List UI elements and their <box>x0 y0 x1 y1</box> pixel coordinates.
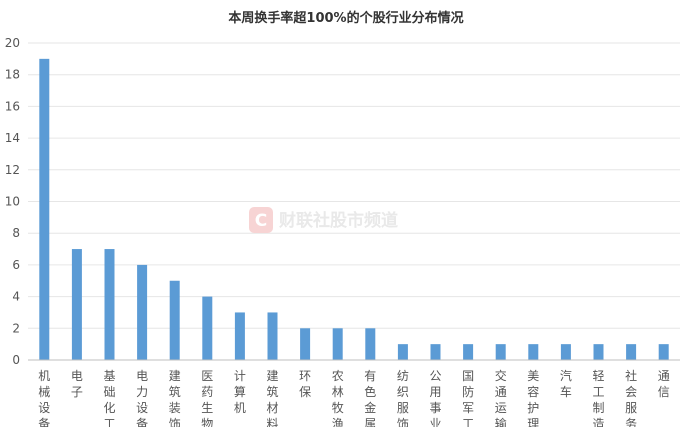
bar <box>560 344 571 360</box>
x-tick-label: 轻工制造 <box>592 369 604 427</box>
x-tick-label: 机械设备 <box>38 369 50 427</box>
bar <box>528 344 539 360</box>
gridlines <box>28 42 680 329</box>
watermark-logo-icon <box>249 207 273 233</box>
x-tick-label: 电力设备 <box>136 369 148 427</box>
y-tick-label: 0 <box>12 353 20 367</box>
x-tick-label: 建筑材料 <box>266 369 278 427</box>
x-tick-label: 基础化工 <box>103 369 115 427</box>
x-tick-label: 汽车 <box>560 368 572 399</box>
bar <box>626 344 637 360</box>
y-axis-ticks: 0 2 4 6 8 10 12 14 16 18 20 <box>5 36 20 367</box>
y-tick-label: 20 <box>5 36 20 50</box>
y-tick-label: 18 <box>5 68 20 82</box>
bar <box>169 280 180 360</box>
x-tick-label: 交通运输 <box>495 368 507 427</box>
x-tick-label: 通信 <box>658 369 670 399</box>
bar <box>267 312 278 360</box>
chart-title: 本周换手率超100%的个股行业分布情况 <box>228 10 463 26</box>
y-tick-label: 2 <box>12 321 20 335</box>
watermark-logo-letter: C <box>255 211 267 231</box>
y-tick-label: 10 <box>5 195 20 209</box>
x-tick-label: 农林牧渔 <box>332 369 344 427</box>
x-tick-label: 公用事业 <box>429 369 441 427</box>
bar <box>658 344 669 360</box>
x-tick-label: 电子 <box>71 369 83 399</box>
x-tick-label: 国防军工 <box>462 369 474 427</box>
watermark-text: 财联社股市频道 <box>278 210 398 231</box>
x-tick-label: 环保 <box>299 369 311 399</box>
x-tick-label: 建筑装饰 <box>169 369 181 427</box>
bar <box>202 296 213 360</box>
bars <box>39 58 669 360</box>
y-tick-label: 14 <box>5 131 20 145</box>
bar <box>463 344 474 360</box>
y-tick-label: 12 <box>5 163 20 177</box>
y-tick-label: 8 <box>12 226 20 240</box>
y-tick-label: 16 <box>5 99 20 113</box>
x-tick-label: 医药生物 <box>201 369 213 427</box>
x-tick-label: 纺织服饰 <box>397 369 409 427</box>
x-axis-ticks: 机械设备 电子 基础化工 电力设备 建筑装饰 医药生物 计算机 建筑材料 环保 农林牧渔 有色金属 纺… <box>38 368 669 427</box>
x-tick-label: 美容护理 <box>527 369 539 427</box>
bar <box>430 344 441 360</box>
bar <box>397 344 408 360</box>
x-tick-label: 有色金属 <box>364 369 376 427</box>
bar <box>300 328 311 360</box>
y-tick-label: 4 <box>12 290 20 304</box>
bar <box>39 58 50 360</box>
x-tick-label: 计算机 <box>234 369 246 415</box>
bar <box>332 328 343 360</box>
bar <box>234 312 245 360</box>
watermark: C 财联社股市频道 <box>249 207 398 233</box>
bar <box>104 249 115 360</box>
x-tick-label: 社会服务 <box>625 368 637 427</box>
y-tick-label: 6 <box>12 258 20 272</box>
bar <box>495 344 506 360</box>
bar <box>71 249 82 360</box>
bar <box>137 264 148 360</box>
bar <box>365 328 376 360</box>
bar <box>593 344 604 360</box>
